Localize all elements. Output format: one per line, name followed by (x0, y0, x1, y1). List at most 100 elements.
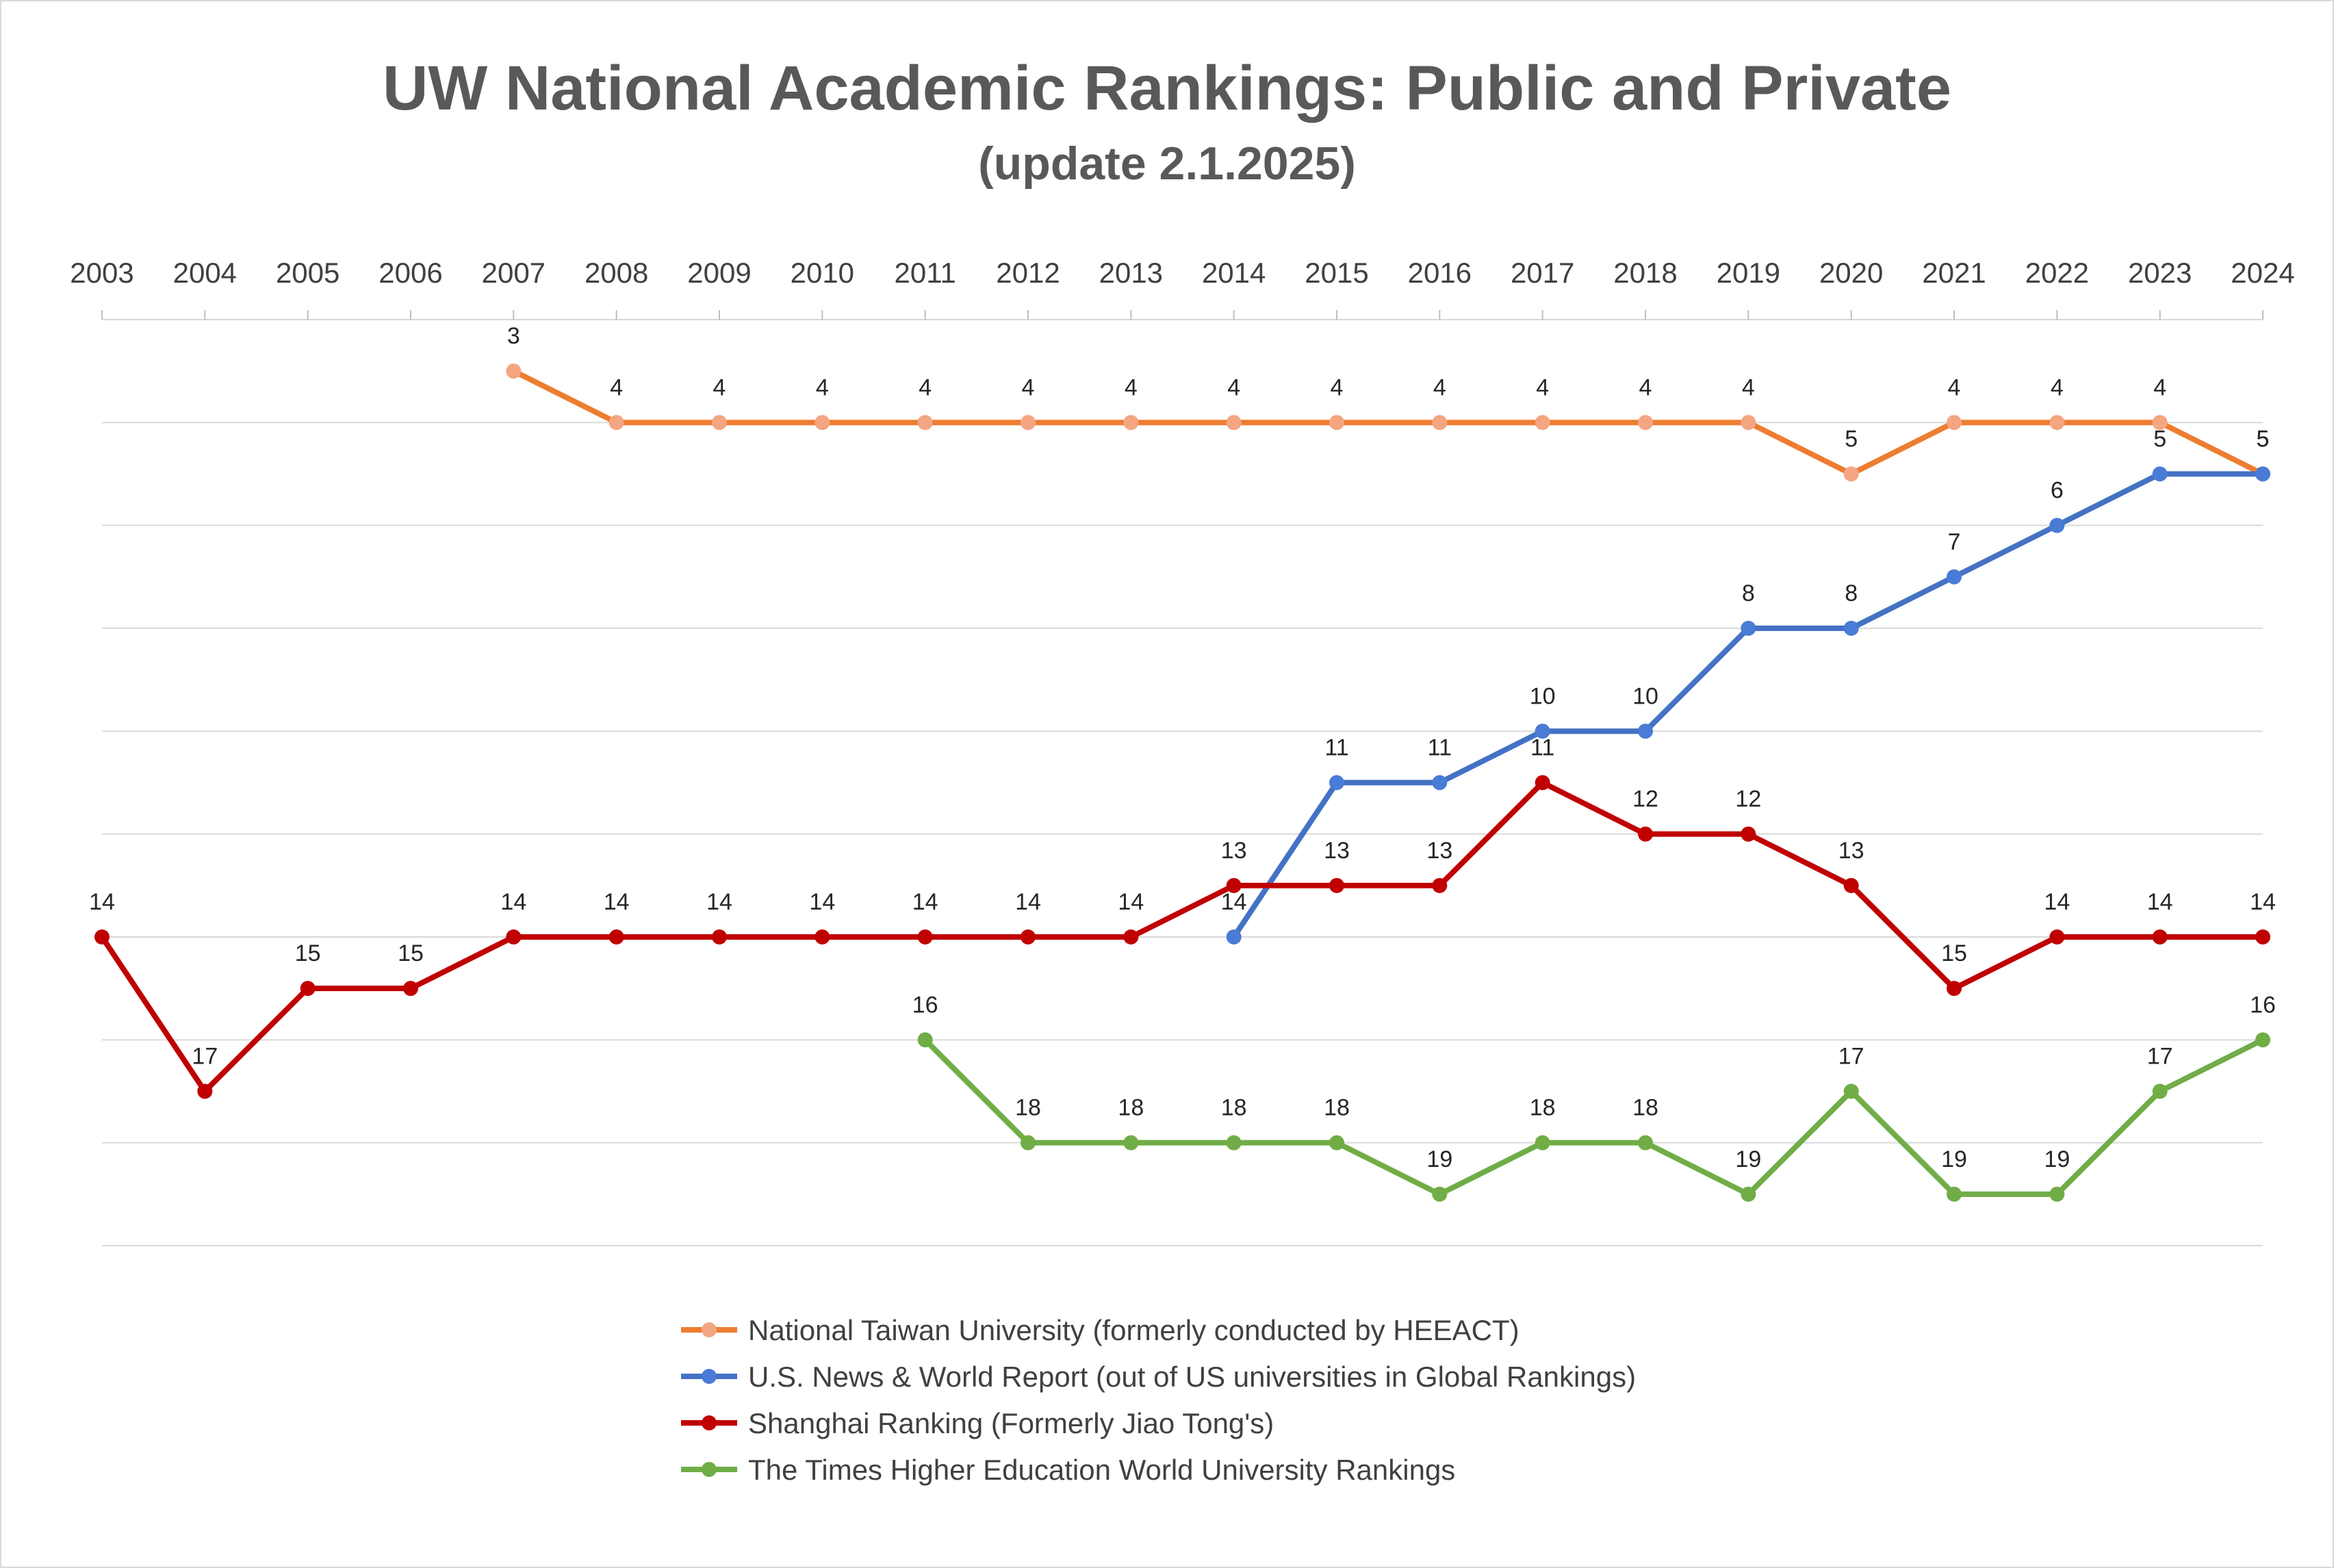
series-line (922, 1037, 2266, 1197)
data-point (1947, 981, 1962, 997)
data-point (1535, 775, 1550, 791)
legend-label: Shanghai Ranking (Formerly Jiao Tong's) (748, 1407, 1274, 1439)
data-point (1432, 877, 1448, 893)
x-tick-label: 2023 (2128, 257, 2192, 289)
data-point (94, 929, 110, 944)
data-point (2152, 929, 2168, 944)
data-point (1226, 929, 1242, 944)
data-point (1329, 415, 1344, 430)
legend-swatch-marker (702, 1322, 717, 1337)
data-point (712, 929, 727, 944)
x-tick-label: 2007 (482, 257, 546, 289)
data-point (1329, 877, 1344, 893)
data-label: 5 (2153, 426, 2166, 452)
data-point (1843, 877, 1859, 893)
data-label: 5 (2257, 426, 2270, 452)
x-tick-label: 2020 (1819, 257, 1883, 289)
data-label: 14 (1221, 889, 1247, 915)
data-label: 3 (507, 323, 520, 349)
data-point (403, 981, 418, 997)
data-label: 11 (1428, 735, 1452, 761)
legend-item: Shanghai Ranking (Formerly Jiao Tong's) (681, 1407, 1274, 1439)
data-point (1843, 621, 1859, 636)
data-point (1947, 569, 1962, 584)
data-label: 14 (2044, 889, 2070, 915)
data-label: 4 (2051, 374, 2064, 400)
data-label: 4 (1227, 374, 1240, 400)
data-label: 4 (2153, 374, 2166, 400)
data-point (1329, 775, 1344, 791)
data-label: 11 (1324, 735, 1348, 761)
x-tick-label: 2010 (791, 257, 854, 289)
data-label: 4 (610, 374, 623, 400)
data-point (1226, 877, 1242, 893)
data-point (2152, 1083, 2168, 1099)
legend-label: U.S. News & World Report (out of US univ… (748, 1361, 1636, 1393)
data-label: 10 (1632, 683, 1658, 709)
data-point (506, 929, 522, 944)
x-tick-label: 2005 (276, 257, 339, 289)
x-tick-label: 2011 (895, 257, 956, 289)
x-tick-label: 2024 (2231, 257, 2294, 289)
data-label: 13 (1324, 838, 1350, 864)
data-label: 4 (1639, 374, 1652, 400)
data-point (2152, 466, 2168, 482)
series-lines (99, 368, 2266, 1197)
x-tick-label: 2004 (173, 257, 237, 289)
data-label: 12 (1632, 786, 1658, 812)
data-point (1226, 415, 1242, 430)
data-point (815, 929, 830, 944)
x-tick-label: 2008 (585, 257, 648, 289)
x-tick-label: 2013 (1099, 257, 1163, 289)
data-point (917, 929, 933, 944)
x-tick-label: 2018 (1613, 257, 1677, 289)
data-label: 4 (816, 374, 829, 400)
series-markers (94, 363, 2270, 1202)
data-point (1947, 1186, 1962, 1202)
data-label: 14 (1118, 889, 1144, 915)
x-tick-label: 2012 (996, 257, 1060, 289)
data-label: 18 (1118, 1095, 1144, 1121)
data-point (1535, 1135, 1550, 1151)
data-label: 8 (1742, 580, 1755, 606)
x-tick-label: 2022 (2025, 257, 2089, 289)
x-tick-label: 2019 (1717, 257, 1780, 289)
legend-swatch-marker (702, 1369, 717, 1384)
data-point (608, 929, 624, 944)
data-point (1123, 929, 1139, 944)
chart-subtitle: (update 2.1.2025) (978, 138, 1356, 190)
data-label: 4 (713, 374, 726, 400)
data-label: 15 (1941, 940, 1967, 966)
x-tick-label: 2009 (687, 257, 751, 289)
data-point (1226, 1135, 1242, 1151)
data-label: 4 (1742, 374, 1755, 400)
data-point (1741, 1186, 1756, 1202)
data-label: 4 (919, 374, 932, 400)
data-label: 4 (1331, 374, 1344, 400)
data-point (2049, 415, 2065, 430)
data-label: 19 (1735, 1146, 1761, 1172)
data-label: 18 (1632, 1095, 1658, 1121)
data-point (1123, 1135, 1139, 1151)
data-point (1021, 415, 1036, 430)
data-label: 14 (2250, 889, 2276, 915)
data-label: 14 (809, 889, 835, 915)
data-point (1432, 775, 1448, 791)
data-point (2255, 929, 2270, 944)
data-label: 14 (1015, 889, 1041, 915)
data-point (2049, 929, 2065, 944)
data-point (2255, 466, 2270, 482)
data-label: 15 (295, 940, 321, 966)
gridlines (102, 422, 2263, 1246)
data-label: 15 (398, 940, 424, 966)
data-point (1638, 723, 1653, 739)
data-point (2152, 415, 2168, 430)
x-tick-label: 2006 (379, 257, 442, 289)
data-label: 14 (706, 889, 732, 915)
data-point (712, 415, 727, 430)
data-label: 19 (1941, 1146, 1967, 1172)
data-point (1638, 826, 1653, 842)
